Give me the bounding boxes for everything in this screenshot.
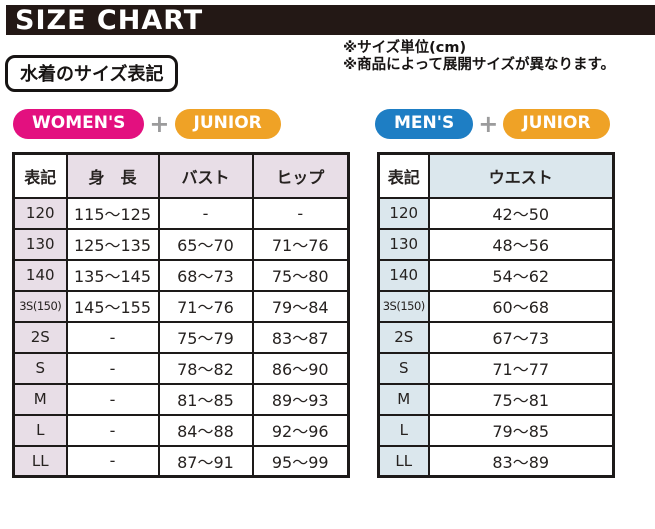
womens-size-table: 表記身 長バスト ヒップ 120 115～125- -130 125～135 65～70 71… [12,152,350,478]
table-row: S -78～82 86～90 [12,351,350,385]
womens-badge: WOMEN'S [13,109,145,139]
value-cell: 83～87 [251,320,350,354]
value-cell: 75～80 [251,258,350,292]
value-cell: 145～155 [65,289,160,323]
value-cell: 71～76 [251,227,350,261]
size-label-cell: LL [377,444,430,478]
note-sizes-vary: ※商品によって展開サイズが異なります。 [343,57,616,73]
table-row: 2S -75～79 83～87 [12,320,350,354]
notes: ※サイズ単位(cm) ※商品によって展開サイズが異なります。 [343,40,615,74]
value-cell: - [65,351,160,385]
table-row: M 75～81 [377,382,615,416]
table-row: L -84～88 92～96 [12,413,350,447]
size-table: 表記 ウエスト 120 42～50 130 48～56 140 54～62 3S(150) 60～… [377,152,615,478]
table-row: 140 54～62 [377,258,615,292]
table-row: 3S(150) 145～155 71～76 79～84 [12,289,350,323]
value-cell: 78～82 [157,351,254,385]
table-row: 140 135～145 68～73 75～80 [12,258,350,292]
size-label-cell: S [377,351,430,385]
value-cell: 48～56 [427,227,615,261]
table-row: LL 83～89 [377,444,615,478]
value-cell: 81～85 [157,382,254,416]
value-cell: 75～81 [427,382,615,416]
value-cell: 71～77 [427,351,615,385]
page-title: SIZE CHART [15,4,204,36]
header-cell: ウエスト [427,152,615,199]
size-label-cell: 2S [12,320,68,354]
value-cell: - [65,382,160,416]
junior-badge: JUNIOR [174,109,281,139]
value-cell: - [65,413,160,447]
womens-junior-tags: WOMEN'S + JUNIOR [13,109,281,139]
plus-sign: + [149,110,170,138]
table-row: LL -87～91 95～99 [12,444,350,478]
header-cell: 身 長 [65,152,160,199]
table-row: L 79～85 [377,413,615,447]
size-label-cell: 3S(150) [377,289,430,323]
value-cell: 89～93 [251,382,350,416]
size-label-cell: M [377,382,430,416]
size-label-cell: S [12,351,68,385]
junior-badge: JUNIOR [503,109,610,139]
value-cell: - [65,444,160,478]
value-cell: 75～79 [157,320,254,354]
value-cell: 54～62 [427,258,615,292]
header-cell: バスト [157,152,254,199]
size-label-cell: LL [12,444,68,478]
size-label-cell: 3S(150) [12,289,68,323]
value-cell: 68～73 [157,258,254,292]
size-label-cell: 2S [377,320,430,354]
header-row: 表記 ウエスト [377,152,615,199]
value-cell: 92～96 [251,413,350,447]
table-row: S 71～77 [377,351,615,385]
value-cell: 83～89 [427,444,615,478]
size-label-cell: 120 [12,196,68,230]
note-size-unit: ※サイズ単位(cm) [343,40,467,56]
value-cell: 125～135 [65,227,160,261]
mens-size-table: 表記 ウエスト 120 42～50 130 48～56 140 54～62 3S(150) 60～… [377,152,615,478]
value-cell: 86～90 [251,351,350,385]
value-cell: - [157,196,254,230]
section-label: 水着のサイズ表記 [5,55,179,92]
table-row: 130 125～135 65～70 71～76 [12,227,350,261]
value-cell: 79～85 [427,413,615,447]
value-cell: 115～125 [65,196,160,230]
table-row: 3S(150) 60～68 [377,289,615,323]
size-label-cell: 130 [377,227,430,261]
table-row: 120 115～125- - [12,196,350,230]
size-label-cell: L [12,413,68,447]
value-cell: - [65,320,160,354]
table-row: 130 48～56 [377,227,615,261]
header-cell: ヒップ [251,152,350,199]
value-cell: 87～91 [157,444,254,478]
size-chart-banner: SIZE CHART [6,5,655,35]
mens-badge: MEN'S [375,109,474,139]
size-label-cell: L [377,413,430,447]
value-cell: 135～145 [65,258,160,292]
value-cell: 65～70 [157,227,254,261]
header-cell: 表記 [12,152,68,199]
size-label-cell: 140 [377,258,430,292]
value-cell: 84～88 [157,413,254,447]
value-cell: 60～68 [427,289,615,323]
table-row: 120 42～50 [377,196,615,230]
header-row: 表記身 長バスト ヒップ [12,152,350,199]
mens-junior-tags: MEN'S + JUNIOR [375,109,610,139]
value-cell: 95～99 [251,444,350,478]
value-cell: 67～73 [427,320,615,354]
size-label-cell: 120 [377,196,430,230]
size-label-cell: 130 [12,227,68,261]
value-cell: 42～50 [427,196,615,230]
plus-sign: + [478,110,499,138]
table-row: M -81～85 89～93 [12,382,350,416]
size-table: 表記身 長バスト ヒップ 120 115～125- -130 125～135 65～70 71… [12,152,350,478]
value-cell: - [251,196,350,230]
table-row: 2S 67～73 [377,320,615,354]
value-cell: 71～76 [157,289,254,323]
size-label-cell: M [12,382,68,416]
header-cell: 表記 [377,152,430,199]
value-cell: 79～84 [251,289,350,323]
size-label-cell: 140 [12,258,68,292]
